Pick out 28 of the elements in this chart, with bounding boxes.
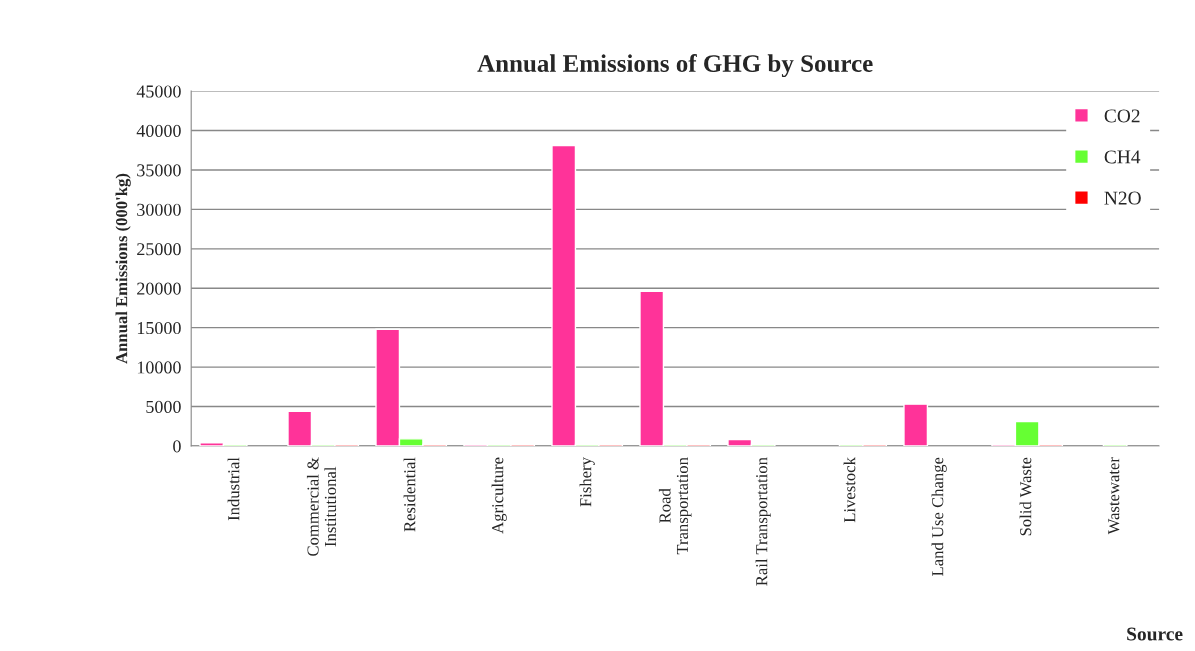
y-tick-label: 35000: [137, 164, 181, 177]
y-tick-label: 10000: [137, 361, 181, 374]
x-tick-label: Wastewater: [1108, 457, 1120, 535]
bar: [903, 403, 929, 446]
x-tick-label: Commercial & Institutional: [306, 457, 337, 556]
x-tick-label: Rail Transportation: [755, 457, 771, 586]
x-tick-label: Solid Waste: [1019, 457, 1032, 536]
x-axis-title: Source: [1127, 627, 1183, 641]
x-tick-label: Road Transportation: [658, 457, 692, 555]
y-axis-title: Annual Emissions (000'kg): [115, 173, 131, 364]
x-tick-label: Industrial: [227, 457, 240, 521]
y-tick-label: 45000: [136, 85, 181, 98]
x-tick-label: Agriculture: [491, 457, 507, 534]
y-tick-label: 25000: [137, 243, 181, 256]
x-tick-label: Land Use Change: [931, 457, 947, 576]
y-tick-label: 15000: [137, 321, 181, 335]
x-tick-label: Livestock: [843, 457, 856, 523]
x-tick-label: Residential: [403, 457, 416, 532]
legend-label: CH4: [1104, 150, 1141, 164]
y-tick-label: 20000: [137, 282, 181, 295]
x-tick-label: Fishery: [579, 457, 595, 507]
y-tick-label: 30000: [137, 203, 181, 216]
y-tick-label: 5000: [146, 400, 181, 413]
chart-title: Annual Emissions of GHG by Source: [477, 54, 873, 78]
legend-label: N2O: [1104, 191, 1141, 205]
y-tick-label: 40000: [136, 124, 181, 137]
legend-label: CO2: [1104, 109, 1140, 123]
y-tick-label: 0: [173, 440, 181, 453]
